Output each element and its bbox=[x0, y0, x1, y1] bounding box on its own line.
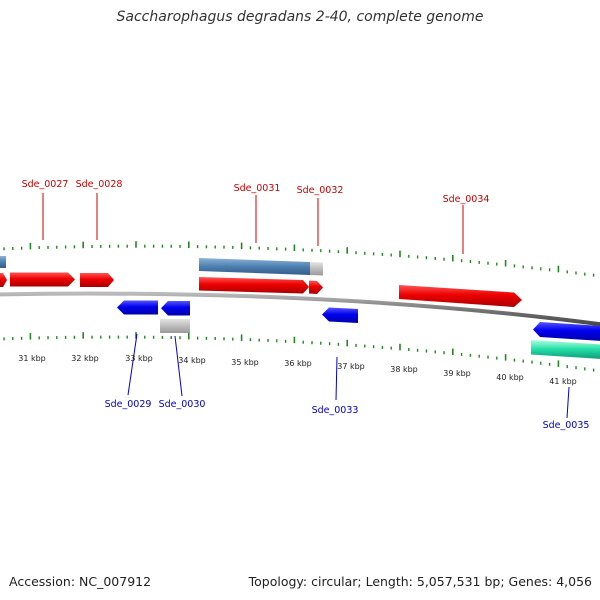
map-title: Saccharophagus degradans 2-40, complete … bbox=[116, 9, 484, 25]
bottom-tick-track bbox=[3, 332, 595, 372]
scale-label-40: 40 kbp bbox=[496, 373, 524, 382]
scale-label-33: 33 kbp bbox=[125, 354, 153, 363]
scale-label-32: 32 kbp bbox=[71, 354, 99, 363]
rna-feature-partial bbox=[0, 256, 6, 268]
feature-gray-sde-0030 bbox=[160, 319, 190, 333]
rna-feature-sde-0031 bbox=[199, 258, 310, 275]
highlight-feature-sde-0035 bbox=[531, 340, 600, 359]
gene-label-sde-0027[interactable]: Sde_0027 bbox=[22, 179, 69, 190]
feature-gray-sde-0031-tail bbox=[310, 262, 323, 276]
gene-arrow-sde-0028 bbox=[80, 273, 114, 287]
gene-label-sde-0035[interactable]: Sde_0035 bbox=[543, 420, 590, 431]
gene-arrow-sde-0034 bbox=[399, 285, 522, 307]
bottom-gene-labels: Sde_0029 Sde_0030 Sde_0033 Sde_0035 bbox=[105, 333, 590, 431]
gene-arrow-sde-0035 bbox=[533, 322, 600, 341]
gene-arrow-sde-0029 bbox=[117, 300, 158, 315]
gene-label-sde-0033[interactable]: Sde_0033 bbox=[312, 405, 359, 416]
scale-label-35: 35 kbp bbox=[231, 358, 259, 367]
gene-label-sde-0028[interactable]: Sde_0028 bbox=[76, 179, 123, 190]
leader-line-sde-0035 bbox=[566, 386, 570, 419]
gene-arrow-sde-0032 bbox=[309, 280, 323, 294]
topology-summary: Topology: circular; Length: 5,057,531 bp… bbox=[248, 574, 592, 589]
gene-label-sde-0032[interactable]: Sde_0032 bbox=[297, 185, 344, 196]
leader-line-sde-0030 bbox=[174, 335, 183, 397]
scale-label-36: 36 kbp bbox=[284, 359, 312, 368]
leader-line-sde-0029 bbox=[127, 333, 138, 396]
gene-label-sde-0034[interactable]: Sde_0034 bbox=[443, 194, 490, 205]
gene-label-sde-0029[interactable]: Sde_0029 bbox=[105, 399, 152, 410]
gene-arrow-left-edge bbox=[0, 273, 7, 287]
accession-text: Accession: NC_007912 bbox=[9, 574, 152, 589]
scale-label-31: 31 kbp bbox=[18, 354, 46, 363]
top-tick-track bbox=[3, 241, 595, 277]
leader-line-sde-0033 bbox=[335, 356, 338, 401]
scale-label-41: 41 kbp bbox=[549, 377, 577, 386]
gene-arrow-sde-0031 bbox=[199, 277, 309, 294]
gene-arrow-sde-0033 bbox=[322, 307, 358, 323]
gene-arrow-sde-0030 bbox=[161, 301, 190, 316]
scale-label-37: 37 kbp bbox=[337, 362, 365, 371]
genome-backbone bbox=[0, 291, 600, 327]
scale-label-38: 38 kbp bbox=[390, 365, 418, 374]
scale-label-39: 39 kbp bbox=[443, 369, 471, 378]
scale-labels: 31 kbp 32 kbp 33 kbp 34 kbp 35 kbp 36 kb… bbox=[18, 354, 577, 386]
scale-label-34: 34 kbp bbox=[178, 356, 206, 365]
top-gene-labels: Sde_0027 Sde_0028 Sde_0031 Sde_0032 Sde_… bbox=[22, 179, 490, 254]
gene-arrow-sde-0027 bbox=[10, 272, 75, 287]
gene-label-sde-0031[interactable]: Sde_0031 bbox=[234, 183, 281, 194]
gene-label-sde-0030[interactable]: Sde_0030 bbox=[159, 399, 206, 410]
